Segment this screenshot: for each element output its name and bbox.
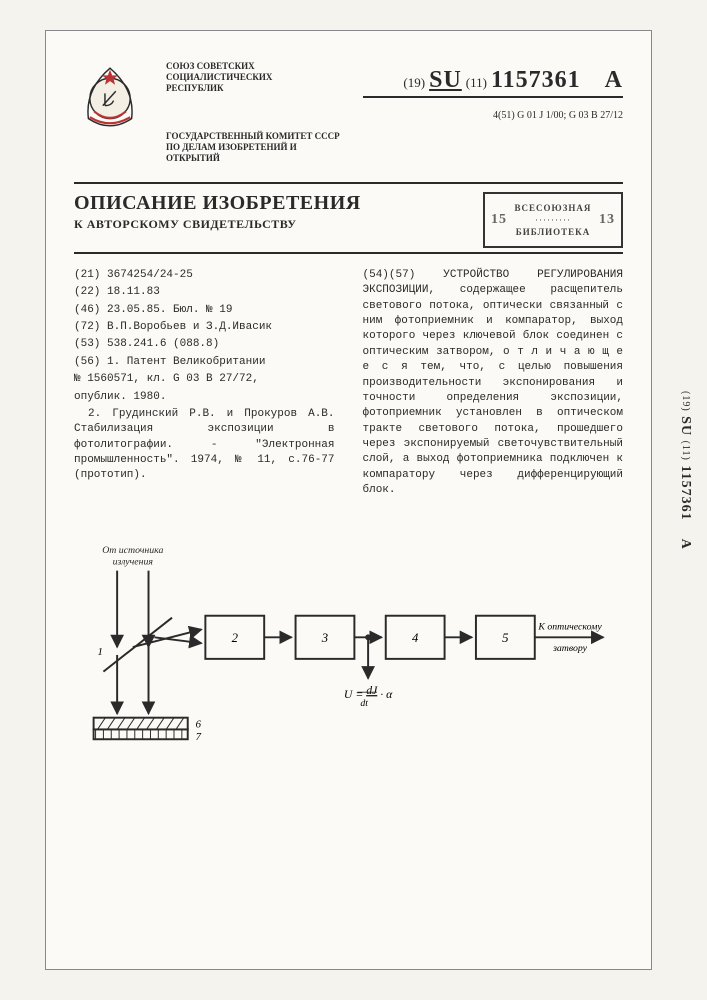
tap-node [365, 634, 371, 640]
formula-denom: dt [360, 698, 368, 709]
stamp-num-left: 15 [491, 212, 507, 228]
patent-suffix: A [605, 67, 623, 93]
output-label-1: К оптическому [537, 621, 602, 632]
su-prefix: (19) [403, 75, 425, 90]
node-1: 1 [98, 646, 103, 658]
field-72: (72) В.П.Воробьев и З.Д.Ивасик [74, 320, 335, 335]
emblem-column [74, 61, 146, 164]
header-row: СОЮЗ СОВЕТСКИХ СОЦИАЛИСТИЧЕСКИХ РЕСПУБЛИ… [74, 61, 623, 164]
block-5-label: 5 [502, 631, 508, 645]
title-sub: К АВТОРСКОМУ СВИДЕТЕЛЬСТВУ [74, 217, 469, 232]
block-4-label: 4 [412, 631, 419, 645]
block-2-label: 2 [232, 631, 239, 645]
node-6: 6 [196, 718, 202, 730]
prototype-ref: 2. Грудинский Р.В. и Прокуров А.В. Стаби… [74, 407, 335, 484]
stamp-line2: ········· [535, 215, 571, 225]
block-diagram: От источника излучения 1 [74, 537, 623, 767]
diagram-svg: От источника излучения 1 [74, 537, 623, 767]
field-21: (21) 3674254/24-25 [74, 268, 335, 283]
title-block: ОПИСАНИЕ ИЗОБРЕТЕНИЯ К АВТОРСКОМУ СВИДЕТ… [74, 192, 469, 232]
side-suffix: A [678, 539, 693, 550]
side-code-su: SU [678, 416, 693, 436]
block-3-label: 3 [321, 631, 328, 645]
right-column: (54)(57) УСТРОЙСТВО РЕГУЛИРОВАНИЯ ЭКСПОЗ… [363, 268, 624, 501]
su-code: SU [429, 67, 462, 93]
stamp-line1: ВСЕСОЮЗНАЯ [515, 203, 592, 213]
side-prefix: (19) [680, 391, 691, 412]
page: СОЮЗ СОВЕТСКИХ СОЦИАЛИСТИЧЕСКИХ РЕСПУБЛИ… [45, 30, 652, 970]
title-row: ОПИСАНИЕ ИЗОБРЕТЕНИЯ К АВТОРСКОМУ СВИДЕТ… [74, 182, 623, 254]
node-7: 7 [196, 731, 202, 743]
library-stamp: 15 ВСЕСОЮЗНАЯ ········· БИБЛИОТЕКА 13 [483, 192, 623, 248]
source-label-1: От источника [102, 545, 163, 556]
classification: 4(51) G 01 J 1/00; G 03 B 27/12 [363, 110, 623, 121]
gov-body: ГОСУДАРСТВЕННЫЙ КОМИТЕТ СССР ПО ДЕЛАМ ИЗ… [166, 131, 343, 163]
side-patent-code: (19) SU (11) 1157361 A [677, 391, 693, 550]
output-label-2: затвору [552, 643, 588, 654]
side-mid: (11) [680, 441, 691, 461]
field-53: (53) 538.241.6 (088.8) [74, 337, 335, 352]
side-num: 1157361 [678, 465, 693, 520]
field-22: (22) 18.11.83 [74, 285, 335, 300]
text-columns: (21) 3674254/24-25 (22) 18.11.83 (46) 23… [74, 268, 623, 501]
field-56b: № 1560571, кл. G 03 B 27/72, [74, 372, 335, 387]
field-56c: опублик. 1980. [74, 390, 335, 405]
stamp-line3: БИБЛИОТЕКА [516, 227, 590, 237]
su-mid: (11) [466, 75, 487, 90]
ussr-emblem-icon [74, 61, 146, 133]
title-main: ОПИСАНИЕ ИЗОБРЕТЕНИЯ [74, 192, 469, 215]
left-column: (21) 3674254/24-25 (22) 18.11.83 (46) 23… [74, 268, 335, 501]
union-text-block: СОЮЗ СОВЕТСКИХ СОЦИАЛИСТИЧЕСКИХ РЕСПУБЛИ… [166, 61, 343, 164]
abstract: (54)(57) УСТРОЙСТВО РЕГУЛИРОВАНИЯ ЭКСПОЗ… [363, 268, 624, 499]
union-text: СОЮЗ СОВЕТСКИХ СОЦИАЛИСТИЧЕСКИХ РЕСПУБЛИ… [166, 61, 343, 93]
patent-number: 1157361 [491, 67, 581, 93]
source-label-2: излучения [113, 556, 154, 567]
patent-number-line: (19) SU (11) 1157361 A [363, 67, 623, 98]
header-right: (19) SU (11) 1157361 A 4(51) G 01 J 1/00… [363, 61, 623, 164]
field-46: (46) 23.05.85. Бюл. № 19 [74, 303, 335, 318]
splitter [103, 617, 172, 671]
field-56a: (56) 1. Патент Великобритании [74, 355, 335, 370]
stamp-num-right: 13 [599, 212, 615, 228]
